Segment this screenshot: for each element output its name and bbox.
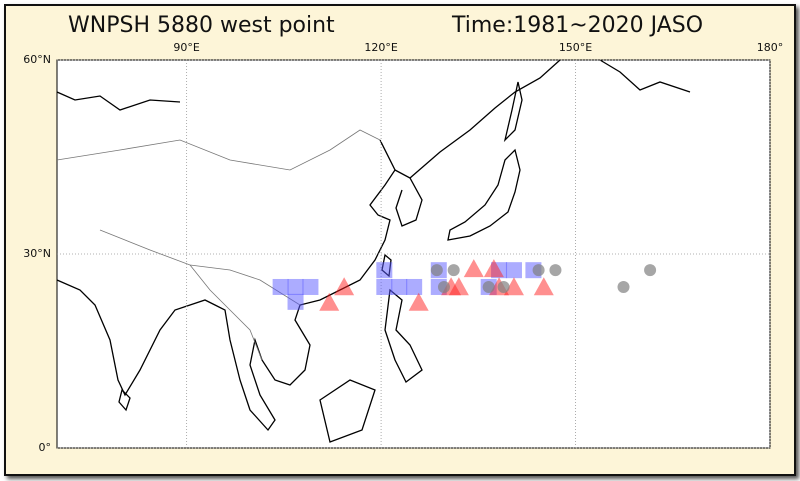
square-marker (287, 278, 304, 295)
circle-marker (447, 264, 460, 277)
triangle-marker (463, 259, 484, 278)
circle-marker (497, 280, 510, 293)
square-marker (287, 293, 304, 310)
y-tick-label: 0° (39, 441, 52, 454)
triangle-marker (408, 292, 429, 311)
circle-marker (430, 264, 443, 277)
country-borders (56, 129, 381, 361)
time-label: Time:1981~2020 JASO (451, 13, 703, 38)
x-tick-label: 150°E (559, 41, 592, 54)
square-marker (391, 278, 408, 295)
title: WNPSH 5880 west point (68, 13, 335, 38)
triangle-marker (319, 292, 340, 311)
triangle-marker (334, 277, 355, 296)
y-tick-label: 30°N (23, 247, 51, 260)
triangle-marker (483, 259, 504, 278)
circle-marker (617, 280, 630, 293)
x-tick-label: 120°E (364, 41, 397, 54)
x-tick-label: 90°E (173, 41, 199, 54)
triangle-marker (503, 277, 524, 296)
circle-marker (644, 264, 657, 277)
square-marker (406, 278, 423, 295)
circle-marker (532, 264, 545, 277)
square-marker (272, 278, 289, 295)
triangle-marker (533, 277, 554, 296)
square-marker (302, 278, 319, 295)
square-marker (376, 278, 393, 295)
x-tick-label: 180° (757, 41, 784, 54)
triangle-marker (448, 277, 469, 296)
y-tick-label: 60°N (23, 53, 51, 66)
circle-marker (482, 280, 495, 293)
coastlines (56, 59, 691, 443)
circle-marker (549, 264, 562, 277)
circle-marker (437, 280, 450, 293)
square-marker (376, 262, 393, 279)
square-marker (505, 262, 522, 279)
